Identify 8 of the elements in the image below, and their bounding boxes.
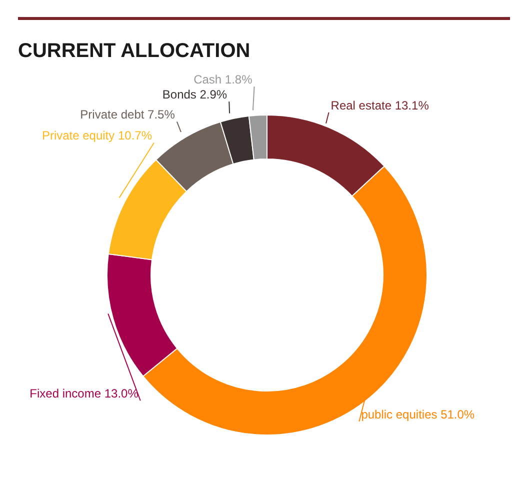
slice-label: Cash 1.8%: [194, 72, 253, 87]
slice-label: Private debt 7.5%: [80, 108, 176, 122]
slice-label: public equities 51.0%: [361, 407, 475, 422]
slice-label: Bonds 2.9%: [162, 88, 228, 102]
slice-label: Fixed income 13.0%: [30, 386, 139, 401]
slice-label: Real estate 13.1%: [330, 98, 430, 112]
slice-label: Private equity 10.7%: [42, 128, 152, 143]
chart-title: CURRENT ALLOCATION: [18, 40, 250, 63]
